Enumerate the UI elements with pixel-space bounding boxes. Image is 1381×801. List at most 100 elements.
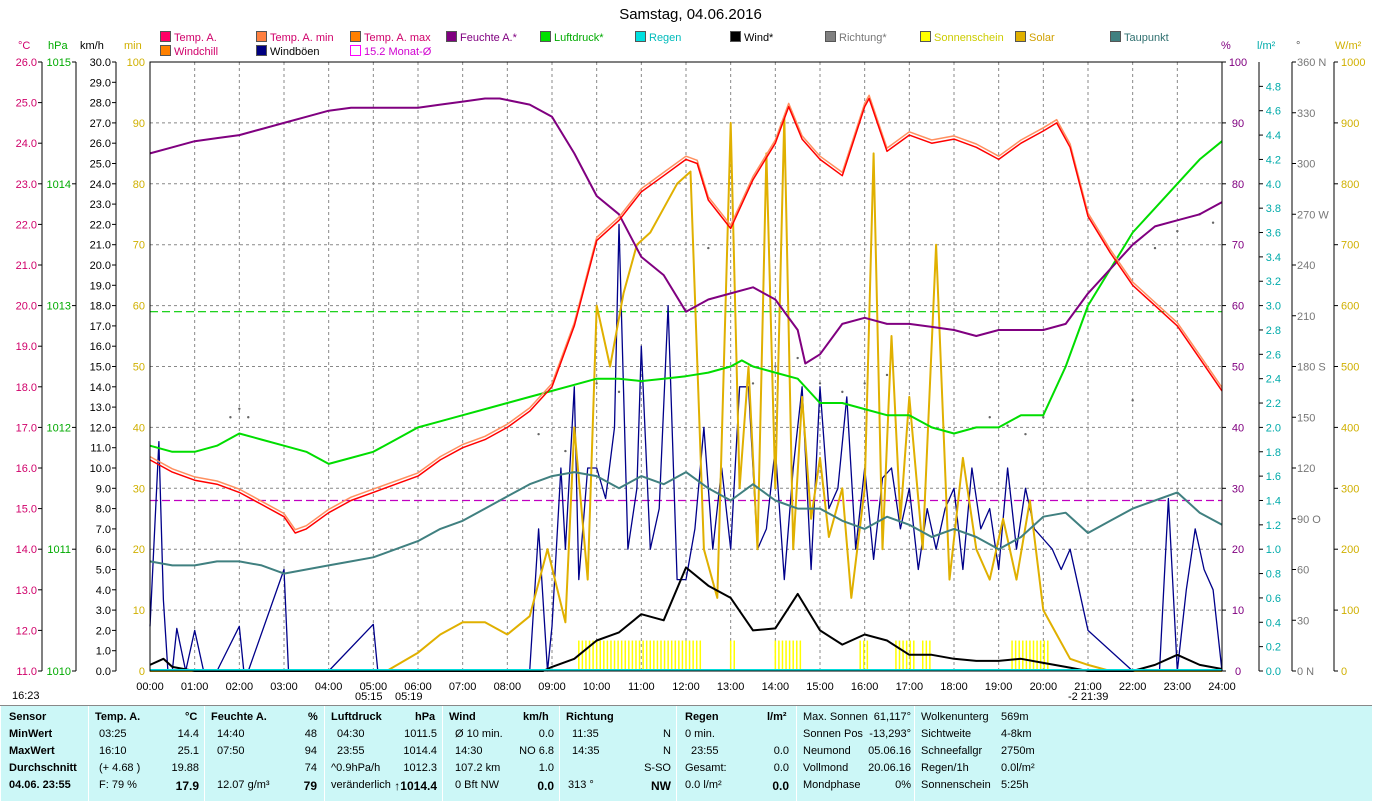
visibility-value: 4-8km — [1001, 728, 1032, 740]
pressure-current-value: ↑1014.4 — [394, 779, 437, 793]
rain-unit: l/m² — [767, 711, 787, 723]
direction-dot — [238, 407, 241, 410]
temp-min-time: 03:25 — [99, 728, 127, 740]
wind-tick: 28.0 — [90, 98, 111, 110]
sun-minutes-tick: 10 — [133, 605, 145, 617]
humidity-tick: 50 — [1232, 362, 1244, 374]
rain-tick: 4.0 — [1266, 179, 1281, 191]
moon-phase-value: 0% — [895, 779, 911, 791]
x-tick-label: 01:00 — [181, 681, 209, 693]
legend-label: Luftdruck* — [554, 32, 604, 44]
direction-tick: 120 — [1297, 463, 1315, 475]
humidity-column: Feuchte A. % 14:40 48 07:50 94 74 12.07 … — [204, 706, 325, 801]
direction-dot — [537, 432, 540, 436]
wind-avg10-value: 0.0 — [538, 728, 554, 740]
rain-tick: 0.2 — [1266, 642, 1281, 654]
solar-tick: 900 — [1341, 118, 1359, 130]
legend-label: Feuchte A.* — [460, 32, 517, 44]
rain-total-value: 0.0 — [773, 762, 789, 774]
humidity-max-time: 07:50 — [217, 745, 245, 757]
pressure-forecast: veränderlich — [331, 779, 391, 791]
legend-item: Taupunkt — [1110, 31, 1169, 44]
sun-minutes-tick: 50 — [133, 362, 145, 374]
humidity-min-value: 48 — [304, 728, 317, 740]
rain-tick: 0.4 — [1266, 617, 1281, 629]
wind-tick: 18.0 — [90, 301, 111, 313]
direction-dot — [1006, 424, 1009, 427]
sun-pos-label: Sonnen Pos — [803, 728, 863, 740]
rain-amount: 0.0 l/m² — [685, 779, 722, 791]
temp-tick: 23.0 — [16, 179, 37, 191]
humidity-tick: 80 — [1232, 179, 1244, 191]
temp-tick: 13.0 — [16, 585, 37, 597]
moon-phase-label: Mondphase — [803, 779, 861, 791]
legend-label: Solar — [1029, 32, 1055, 44]
direction-tick: 150 — [1297, 412, 1315, 424]
x-tick-label: 11:00 — [628, 681, 655, 693]
direction-max-time: 14:35 — [572, 745, 600, 757]
temp-tick: 18.0 — [16, 382, 37, 394]
humidity-tick: 100 — [1229, 57, 1247, 69]
temp-tick: 12.0 — [16, 625, 37, 637]
x-tick-label: 14:00 — [762, 681, 790, 693]
avg-row-label: Durchschnitt — [9, 762, 77, 774]
pressure-max-value: 1014.4 — [403, 745, 437, 757]
wind-tick: 27.0 — [90, 118, 111, 130]
weather-chart: 00:00 01:00 02:00 03:00 04:00 05:00 06:00 07:00… — [16, 57, 1366, 693]
solar-tick: 0 — [1341, 666, 1347, 678]
series-line-feuchtea — [149, 97, 1223, 365]
sunrise-label-2: 05:19 — [395, 691, 423, 703]
max-sun-label: Max. Sonnen — [803, 711, 868, 723]
x-tick-label: 04:00 — [315, 681, 343, 693]
humidity-tick: 10 — [1232, 605, 1244, 617]
visibility-label: Sichtweite — [921, 728, 972, 740]
wind-avg-value: 1.0 — [538, 762, 554, 774]
x-tick-label: 00:00 — [136, 681, 164, 693]
humidity-tick: 40 — [1232, 422, 1244, 434]
legend-swatch — [1110, 31, 1121, 42]
legend-item: Luftdruck* — [540, 31, 604, 44]
legend-item: Temp. A. min — [256, 31, 334, 44]
legend-item: 15.2 Monat-Ø — [350, 45, 431, 58]
direction-tick: 210 — [1297, 311, 1315, 323]
humidity-avg-value: 74 — [304, 762, 317, 774]
legend-swatch — [540, 31, 551, 42]
x-tick-label: 20:00 — [1030, 681, 1058, 693]
rain-tick: 3.0 — [1266, 301, 1281, 313]
rain-tick: 4.8 — [1266, 81, 1281, 93]
direction-max-value: N — [663, 745, 671, 757]
snow-line-label: Schneefallgr — [921, 745, 983, 757]
direction-dot — [1153, 246, 1157, 250]
direction-degrees: 313 ° — [568, 779, 594, 791]
legend-swatch — [1015, 31, 1026, 42]
direction-avg-value: S-SO — [644, 762, 671, 774]
cloud-base-value: 569m — [1001, 711, 1029, 723]
direction-dot — [863, 382, 866, 385]
x-tick-label: 08:00 — [494, 681, 522, 693]
wind-tick: 3.0 — [96, 605, 111, 617]
temp-unit: °C — [185, 711, 198, 723]
current-row-label: 04.06. 23:55 — [9, 779, 71, 791]
wind-tick: 2.0 — [96, 625, 111, 637]
x-tick-label: 16:00 — [851, 681, 879, 693]
rain-tick: 1.0 — [1266, 544, 1281, 556]
stats-footer: Sensor MinWert MaxWert Durchschnitt 04.0… — [0, 705, 1372, 801]
rain-tick: 1.8 — [1266, 447, 1281, 459]
legend-swatch — [160, 31, 171, 42]
legend-label: Richtung* — [839, 32, 887, 44]
pressure-tick: 1012 — [47, 422, 71, 434]
wind-max-time: 14:30 — [455, 745, 483, 757]
x-tick-label: 02:00 — [226, 681, 254, 693]
temp-tick: 16.0 — [16, 463, 37, 475]
sun-minutes-tick: 20 — [133, 544, 145, 556]
rain-head: Regen — [685, 711, 719, 723]
max-sun-value: 61,117° — [873, 711, 911, 723]
x-tick-label: 12:00 — [672, 681, 700, 693]
rain-tick: 2.2 — [1266, 398, 1281, 410]
wind-avg10-label: Ø 10 min. — [455, 728, 503, 740]
sun-minutes-tick: 90 — [133, 118, 145, 130]
humidity-current-value: 79 — [303, 779, 317, 793]
direction-dot — [564, 449, 567, 453]
temp-tick: 14.0 — [16, 544, 37, 556]
temp-avg-value: 19.88 — [171, 762, 199, 774]
